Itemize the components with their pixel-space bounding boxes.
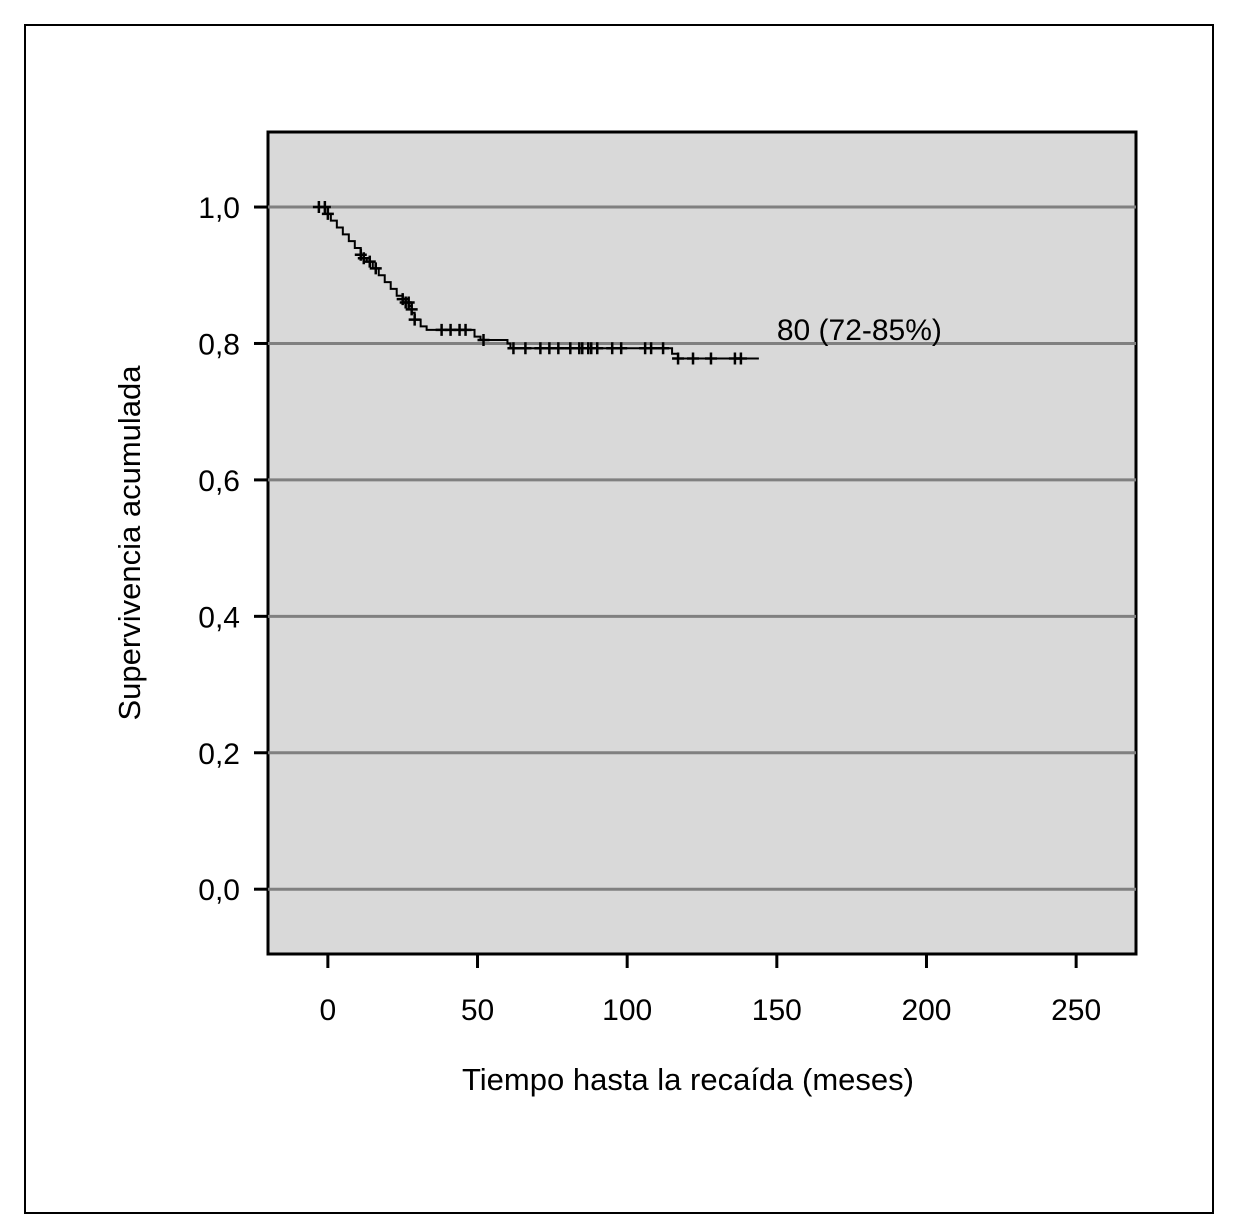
plot-area xyxy=(266,130,1138,956)
censor-mark xyxy=(657,342,670,355)
censor-mark xyxy=(477,334,490,347)
x-tick-label: 250 xyxy=(1051,994,1101,1027)
censor-mark xyxy=(507,342,520,355)
y-tick-label: 0,6 xyxy=(198,465,240,498)
x-tick-label: 0 xyxy=(320,994,337,1027)
x-tick-label: 150 xyxy=(752,994,802,1027)
y-tick-label: 0,2 xyxy=(198,738,240,771)
censor-mark xyxy=(734,352,747,365)
censor-mark xyxy=(615,342,628,355)
x-tick-label: 50 xyxy=(461,994,494,1027)
censored-markers xyxy=(312,201,747,365)
censor-mark xyxy=(519,342,532,355)
censor-mark xyxy=(672,352,685,365)
y-tick-label: 0,8 xyxy=(198,328,240,361)
censor-mark xyxy=(704,352,717,365)
x-axis-ticks: 0 50 100 150 200 250 xyxy=(320,954,1101,1027)
censor-mark xyxy=(402,296,415,309)
y-axis-ticks: 0,0 0,2 0,4 0,6 0,8 1,0 xyxy=(198,192,268,907)
y-tick-label: 0,0 xyxy=(198,874,240,907)
censor-mark xyxy=(363,255,376,268)
censor-mark xyxy=(591,342,604,355)
censor-mark xyxy=(552,342,565,355)
x-tick-label: 200 xyxy=(901,994,951,1027)
x-axis-title: Tiempo hasta la recaída (meses) xyxy=(462,1062,914,1097)
censor-mark xyxy=(459,323,472,336)
censor-mark xyxy=(405,303,418,316)
x-tick-label: 100 xyxy=(602,994,652,1027)
censor-mark xyxy=(321,207,334,220)
censor-mark xyxy=(408,313,421,326)
y-tick-label: 0,4 xyxy=(198,601,240,634)
censor-mark xyxy=(687,352,700,365)
y-axis-title: Supervivencia acumulada xyxy=(112,365,147,721)
y-tick-label: 1,0 xyxy=(198,192,240,225)
censor-mark xyxy=(318,201,331,214)
survival-annotation: 80 (72-85%) xyxy=(777,314,942,347)
censor-mark xyxy=(645,342,658,355)
censor-mark xyxy=(369,262,382,275)
gridlines xyxy=(268,205,1136,891)
